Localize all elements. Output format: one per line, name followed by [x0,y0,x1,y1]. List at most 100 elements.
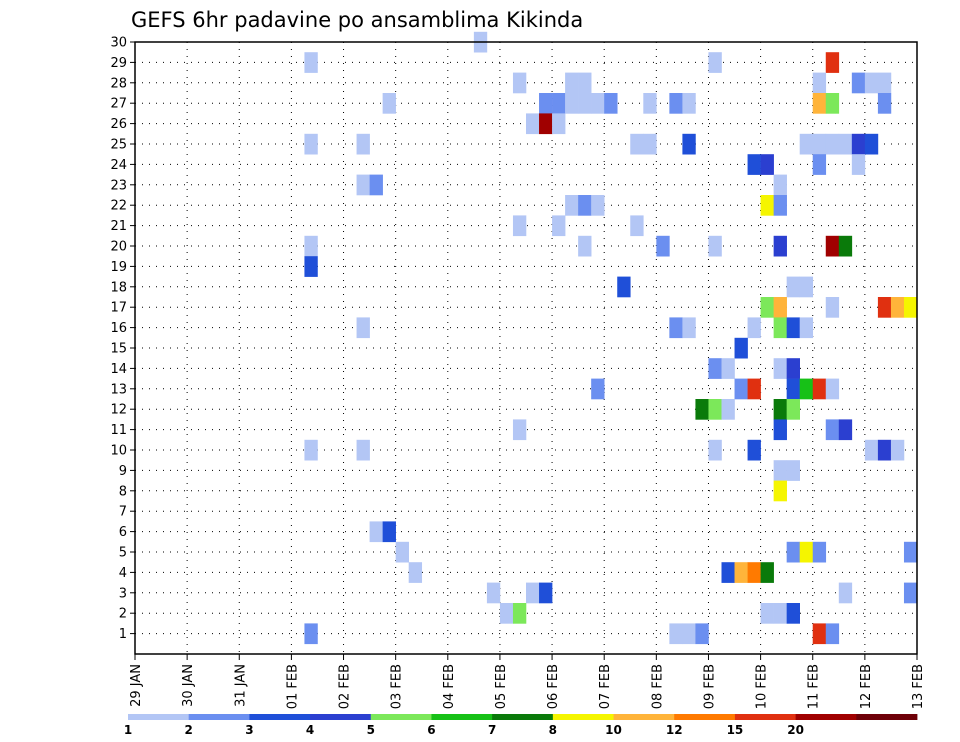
heatmap-cell [812,133,827,155]
heatmap-cell [812,541,827,563]
heatmap-cell [512,419,527,441]
heatmap-cell [304,52,318,73]
heatmap-cell [812,378,827,400]
heatmap-cell [565,72,579,94]
heatmap-cell [669,623,683,645]
heatmap-cell [369,174,383,196]
heatmap-cell [526,113,540,135]
heatmap-cell [773,174,787,196]
x-tick-label: 10 FEB [755,664,770,709]
heatmap-cell [512,603,527,624]
heatmap-cell [643,93,657,114]
heatmap-cell [708,439,722,461]
x-tick-label: 13 FEB [911,664,926,709]
heatmap-cell [773,399,787,420]
x-tick-label: 31 JAN [233,664,248,707]
heatmap-cell [786,603,800,624]
heatmap-cell [877,93,892,114]
y-tick-label: 2 [119,607,127,622]
heatmap-cell [512,72,527,94]
heatmap-cell [812,154,827,175]
heatmap-cell [825,133,840,155]
colorbar-segment [431,714,493,720]
y-tick-label: 3 [119,586,127,601]
heatmap-cell [838,133,853,155]
heatmap-cell [578,195,592,216]
heatmap-cell [539,113,553,135]
y-tick-label: 29 [110,56,127,71]
heatmap-cell [382,93,396,114]
heatmap-cell [591,93,605,114]
y-tick-label: 7 [119,505,127,520]
x-tick-label: 04 FEB [442,664,457,709]
heatmap-cell [760,154,774,175]
heatmap-cell [721,562,735,583]
heatmap-cell [760,195,774,216]
y-tick-label: 23 [110,178,127,193]
colorbar-segment [128,714,190,720]
heatmap-cell [708,399,722,420]
y-tick-label: 21 [110,219,127,234]
y-tick-label: 6 [119,525,127,540]
heatmap-cell [773,460,787,481]
y-tick-label: 1 [119,627,127,642]
heatmap-cell [304,439,318,461]
heatmap-cell [838,582,853,604]
chart-title: GEFS 6hr padavine po ansamblima Kikinda [131,8,583,32]
heatmap-cell [356,439,370,461]
heatmap-cell [695,399,709,420]
y-tick-label: 18 [110,280,127,295]
y-tick-label: 30 [110,36,127,51]
heatmap-cell [773,317,787,339]
y-tick-label: 14 [110,362,127,377]
heatmap-cell [356,174,370,196]
heatmap-cell [395,541,409,563]
heatmap-cell [552,113,566,135]
colorbar-segment [613,714,675,720]
heatmap-cell [786,378,800,400]
y-tick-label: 19 [110,260,127,275]
heatmap-cell [877,439,892,461]
colorbar-label: 5 [367,723,375,737]
heatmap-cell [695,623,709,645]
y-tick-label: 12 [110,403,127,418]
heatmap-cell [773,195,787,216]
heatmap-cell [578,93,592,114]
y-tick-label: 13 [110,382,127,397]
heatmap-cell [539,582,553,604]
heatmap-cell [539,93,553,114]
heatmap-cell [304,133,318,155]
heatmap-cell [773,603,787,624]
heatmap-cell [786,317,800,339]
heatmap-cell [838,419,853,441]
heatmap-cell [851,133,866,155]
x-tick-label: 02 FEB [338,664,353,709]
heatmap-cell [408,562,423,583]
heatmap-cell [552,93,566,114]
heatmap-cell [799,133,814,155]
heatmap-cell [825,52,840,73]
heatmap-cell [682,317,696,339]
heatmap-cell [825,93,840,114]
heatmap-cell [864,72,879,94]
heatmap-cell [773,358,787,379]
colorbar-segment [249,714,311,720]
y-tick-label: 26 [110,117,127,132]
colorbar-segment [856,714,918,720]
y-tick-label: 10 [110,444,127,459]
y-tick-label: 24 [110,158,127,173]
x-tick-label: 03 FEB [390,664,405,709]
heatmap-cell [304,235,318,257]
y-tick-label: 27 [110,97,127,112]
heatmap-cell [864,439,879,461]
heatmap-cell [890,439,905,461]
heatmap-cell [773,235,787,257]
x-tick-label: 29 JAN [129,664,144,707]
colorbar-segment [552,714,614,720]
heatmap-cell [382,521,396,543]
colorbar-segment [188,714,250,720]
heatmap-cell [812,72,827,94]
heatmap-cell [799,317,814,339]
x-tick-label: 12 FEB [859,664,874,709]
